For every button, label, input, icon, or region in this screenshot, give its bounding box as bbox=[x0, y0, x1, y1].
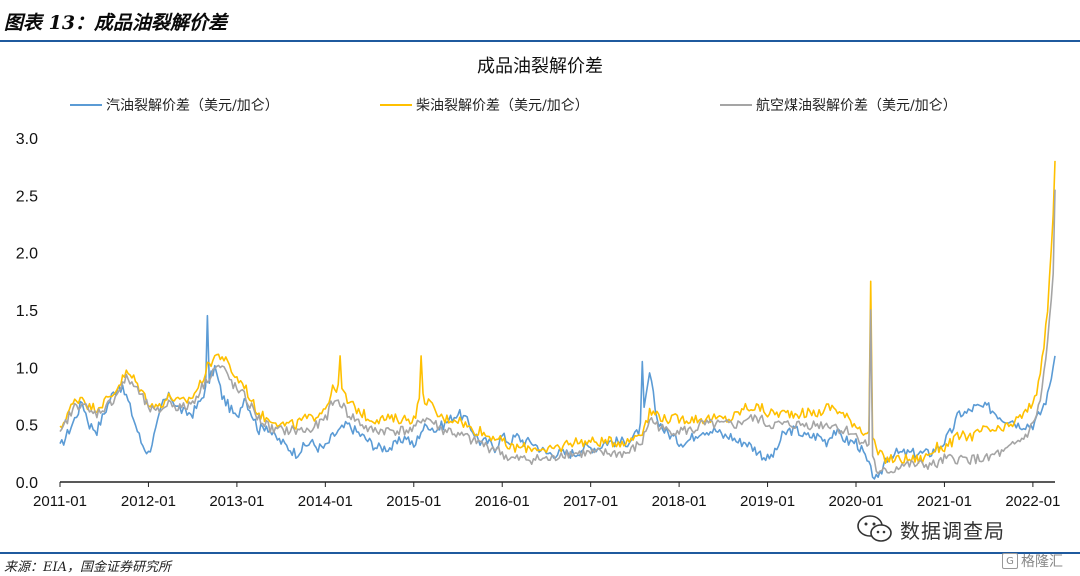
x-tick-label: 2014-01 bbox=[298, 493, 353, 510]
legend-label: 柴油裂解价差（美元/加仑） bbox=[416, 98, 589, 114]
report-header: 图表 13：成品油裂解价差 bbox=[0, 0, 1080, 40]
y-tick-label: 2.5 bbox=[16, 188, 38, 205]
legend-label: 汽油裂解价差（美元/加仑） bbox=[106, 98, 279, 114]
brand-logo: G 格隆汇 bbox=[1002, 549, 1063, 573]
chart-title: 成品油裂解价差 bbox=[477, 56, 603, 77]
y-tick-label: 3.0 bbox=[16, 131, 38, 148]
watermark: 数据调查局 bbox=[856, 514, 1005, 544]
x-tick-label: 2021-01 bbox=[917, 493, 972, 510]
x-tick-label: 2011-01 bbox=[33, 493, 87, 510]
x-tick-label: 2019-01 bbox=[740, 493, 795, 510]
y-tick-label: 1.5 bbox=[16, 303, 38, 320]
x-tick-label: 2022-01 bbox=[1005, 493, 1060, 510]
legend-item-2: 航空煤油裂解价差（美元/加仑） bbox=[720, 98, 957, 114]
x-tick-label: 2018-01 bbox=[652, 493, 707, 510]
legend-label: 航空煤油裂解价差（美元/加仑） bbox=[756, 98, 957, 114]
y-tick-label: 0.0 bbox=[16, 475, 38, 492]
y-tick-label: 0.5 bbox=[16, 418, 38, 435]
footer-divider bbox=[0, 552, 1080, 554]
y-tick-label: 2.0 bbox=[16, 246, 38, 263]
x-tick-label: 2012-01 bbox=[121, 493, 176, 510]
wechat-bubbles-icon bbox=[857, 515, 892, 542]
y-tick-label: 1.0 bbox=[16, 360, 38, 377]
series-line-1 bbox=[59, 160, 1056, 464]
x-tick-label: 2015-01 bbox=[386, 493, 441, 510]
x-tick-label: 2020-01 bbox=[828, 493, 883, 510]
brand-text: 格隆汇 bbox=[1021, 554, 1063, 570]
x-tick-label: 2013-01 bbox=[209, 493, 264, 510]
watermark-text: 数据调查局 bbox=[900, 518, 1005, 543]
x-tick-label: 2016-01 bbox=[475, 493, 530, 510]
legend-item-1: 柴油裂解价差（美元/加仑） bbox=[380, 98, 589, 114]
legend-item-0: 汽油裂解价差（美元/加仑） bbox=[70, 98, 279, 114]
series-line-2 bbox=[59, 189, 1056, 475]
figure-title: 图表 13：成品油裂解价差 bbox=[4, 12, 228, 34]
source-note: 来源：EIA，国金证券研究所 bbox=[4, 560, 172, 575]
x-tick-label: 2017-01 bbox=[563, 493, 618, 510]
brand-g-icon: G bbox=[1002, 553, 1018, 569]
header-divider bbox=[0, 40, 1080, 42]
